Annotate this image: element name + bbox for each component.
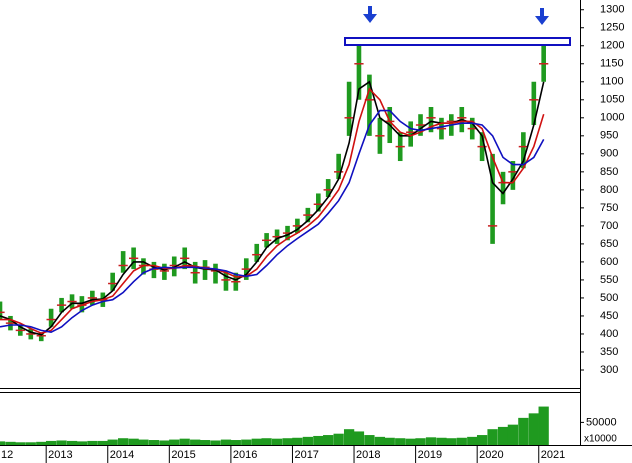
resistance-box [344,37,571,46]
volume-bar [487,429,498,445]
x-tick-label: 2016 [233,449,257,461]
ma-line [0,87,545,335]
y-tick-label: 350 [600,346,618,358]
x-tick-label: 2020 [479,449,503,461]
volume-bar [302,436,313,445]
volume-bar [159,440,170,445]
y-tick-label: 1300 [600,4,624,16]
volume-bar [415,438,426,445]
volume-bar [456,437,467,445]
volume-bar [45,440,57,445]
volume-bar [343,429,355,445]
y-tick-label: 900 [600,148,618,160]
volume-bar [405,438,416,445]
y-tick-label: 1200 [600,40,624,52]
volume-bar [364,435,375,445]
volume-bar [436,437,447,445]
volume-bar [66,440,78,445]
volume-bar [128,438,139,445]
y-tick-label: 1100 [600,76,624,88]
volume-bar [87,440,98,445]
volume-bar [507,424,519,445]
volume-bar [446,438,457,445]
volume-bar [210,440,221,445]
volume-bar [230,440,241,445]
y-tick-label: 450 [600,310,618,322]
volume-bar [107,439,118,445]
volume-bar [56,440,67,445]
volume-bar [476,435,488,445]
arrow [363,6,377,23]
volume-bar [538,406,549,445]
volume-bar [76,441,88,445]
volume-bar [118,438,129,445]
volume-bar [199,440,211,445]
volume-bar [220,439,232,445]
y-tick-label: 300 [600,364,618,376]
volume-bar [97,440,108,445]
volume-bar [138,439,149,445]
volume-bar [374,436,386,445]
y-tick-label: 1000 [600,112,624,124]
volume-bar [179,438,190,445]
volume-unit: x10000 [584,434,617,445]
ma-line [0,109,545,334]
y-tick-label: 550 [600,274,618,286]
y-tick-label: 1250 [600,22,624,34]
volume-bar [323,435,334,445]
y-tick-label: 800 [600,184,618,196]
y-tick-label: 500 [600,292,618,304]
volume-bar [15,442,26,445]
y-tick-label: 50000 [586,416,617,428]
volume-bar [169,439,180,445]
volume-bar [384,437,395,445]
volume-bar [425,437,437,445]
volume-bar [528,413,539,445]
volume-bar [313,435,324,445]
x-tick-label: 2021 [541,449,565,461]
x-tick-label: 2019 [418,449,442,461]
volume-bar [467,436,478,445]
volume-bar [497,426,509,445]
volume-bar [251,438,262,445]
y-tick-label: 1150 [600,58,624,70]
volume-bar [353,431,365,445]
volume-bar [282,438,293,445]
y-tick-label: 600 [600,256,618,268]
volume-bar [271,438,283,445]
x-tick-label: 12 [1,449,13,461]
volume-bar [148,440,160,445]
x-tick-label: 2017 [294,449,318,461]
y-tick-label: 1050 [600,94,624,106]
volume-bar [5,441,16,445]
volume-bar [241,439,252,445]
arrow [535,8,549,25]
volume-bar [36,441,47,445]
x-tick-label: 2014 [110,449,134,461]
volume-bar [333,433,344,445]
y-tick-label: 400 [600,328,618,340]
volume-bar [0,441,6,445]
y-tick-label: 700 [600,220,618,232]
volume-bar [395,438,406,445]
volume-bar [292,437,303,445]
y-tick-label: 750 [600,202,618,214]
x-tick-label: 2018 [356,449,380,461]
marks [0,45,549,445]
y-tick-label: 850 [600,166,618,178]
y-tick-label: 950 [600,130,618,142]
y-tick-label: 650 [600,238,618,250]
x-tick-label: 2013 [48,449,72,461]
volume-bar [261,438,272,445]
volume-bar [518,417,529,445]
volume-bar [190,439,201,445]
volume-bar [25,442,36,445]
x-tick-label: 2015 [171,449,195,461]
